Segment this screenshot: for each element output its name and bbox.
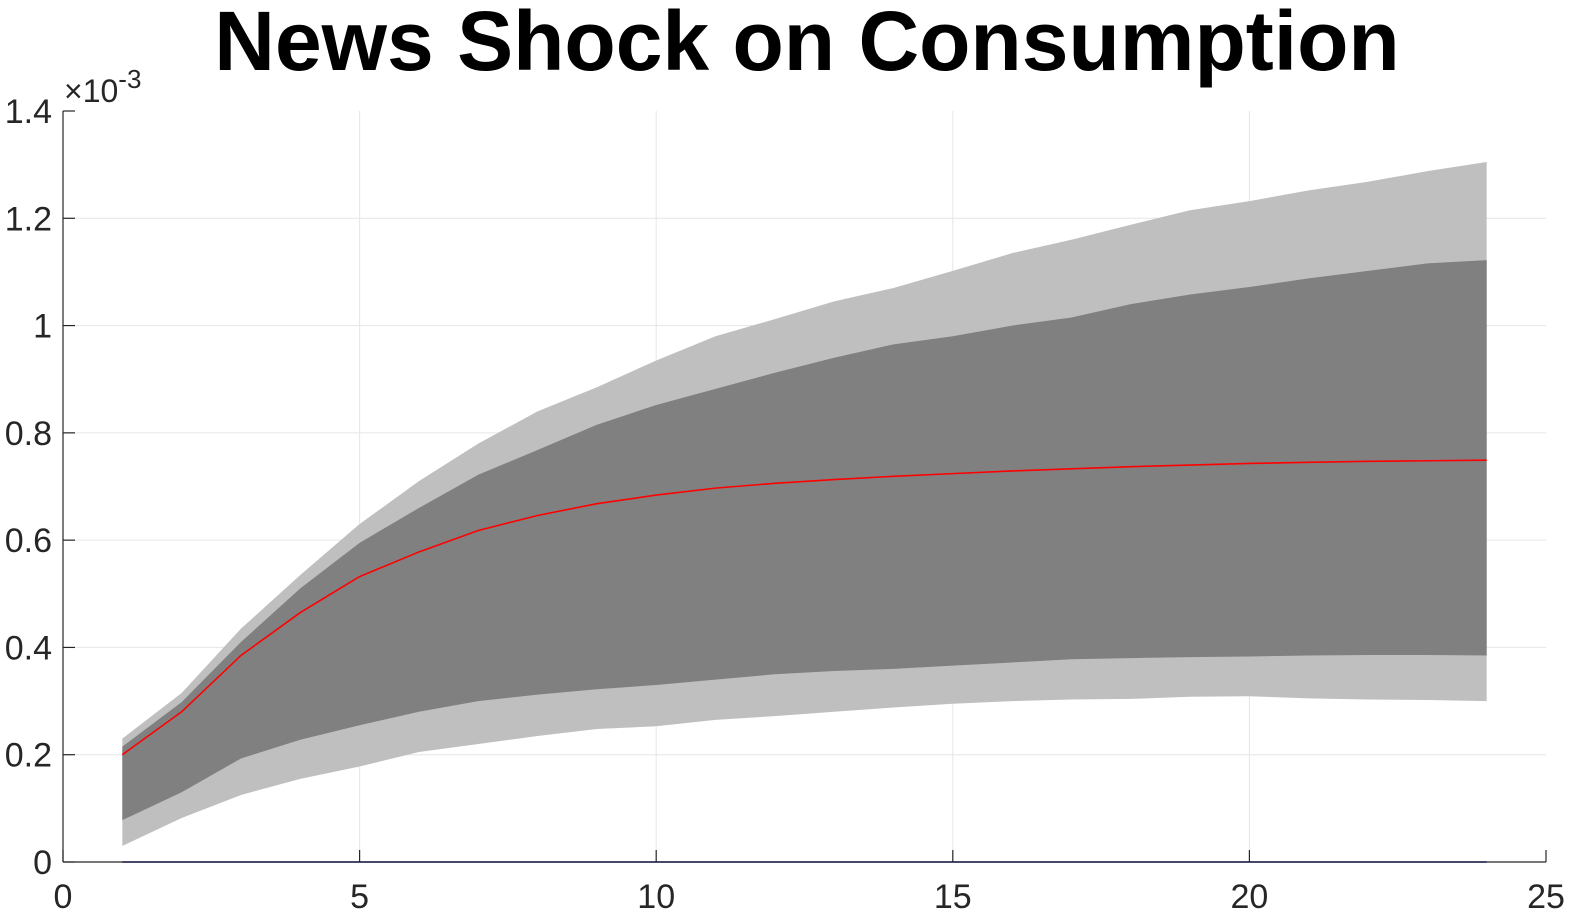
x-tick-label: 25 xyxy=(1527,878,1565,914)
x-tick-label: 10 xyxy=(637,878,675,914)
y-tick-label: 1.2 xyxy=(5,200,52,238)
x-tick-label: 15 xyxy=(934,878,972,914)
y-tick-label: 0.2 xyxy=(5,737,52,775)
plot-area: 0 5 10 15 20 25 0 0.2 0.4 0.6 0.8 1 1.2 1.4 ×10-3 xyxy=(5,64,1565,914)
x-tick-label: 5 xyxy=(350,878,369,914)
x-tick-label: 0 xyxy=(54,878,73,914)
chart-title: News Shock on Consumption xyxy=(214,0,1399,88)
y-tick-label: 0.6 xyxy=(5,522,52,560)
y-scale-exponent: ×10-3 xyxy=(64,64,141,109)
inner-confidence-band xyxy=(122,260,1487,821)
y-tick-label: 0.8 xyxy=(5,415,52,453)
median-response-line xyxy=(121,459,1487,756)
x-tick-label: 20 xyxy=(1230,878,1268,914)
y-tick-label: 1 xyxy=(33,308,52,346)
y-tick-label: 0.4 xyxy=(5,629,52,667)
y-tick-label: 1.4 xyxy=(5,93,52,131)
y-tick-label: 0 xyxy=(33,844,52,882)
